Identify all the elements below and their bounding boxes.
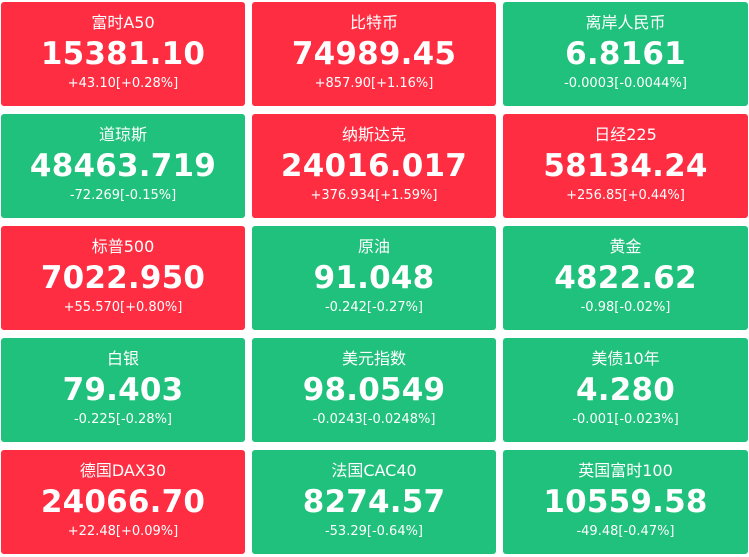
quote-tile-offshore-rmb[interactable]: 离岸人民币 6.8161 -0.0003[-0.0044%] xyxy=(503,2,748,106)
quote-change: -0.98[-0.02%] xyxy=(580,300,671,315)
quote-name: 富时A50 xyxy=(91,13,155,32)
quote-name: 美债10年 xyxy=(591,349,660,368)
quote-price: 48463.719 xyxy=(29,148,217,184)
quote-price: 24066.70 xyxy=(40,484,206,520)
quote-tile-dow-jones[interactable]: 道琼斯 48463.719 -72.269[-0.15%] xyxy=(1,114,245,218)
quote-tile-ftse-a50[interactable]: 富时A50 15381.10 +43.10[+0.28%] xyxy=(1,2,245,106)
quote-price: 7022.950 xyxy=(40,260,206,296)
quote-tile-nikkei-225[interactable]: 日经225 58134.24 +256.85[+0.44%] xyxy=(503,114,748,218)
quote-change: -0.225[-0.28%] xyxy=(73,412,173,427)
quote-name: 英国富时100 xyxy=(578,461,673,480)
quote-tile-nasdaq[interactable]: 纳斯达克 24016.017 +376.934[+1.59%] xyxy=(252,114,496,218)
quote-name: 原油 xyxy=(357,237,390,256)
quote-change: +256.85[+0.44%] xyxy=(566,188,685,203)
quote-change: +43.10[+0.28%] xyxy=(67,76,179,91)
quote-change: -53.29[-0.64%] xyxy=(324,524,424,539)
quote-name: 白银 xyxy=(106,349,139,368)
quote-change: +376.934[+1.59%] xyxy=(310,188,438,203)
quote-tile-cac-40[interactable]: 法国CAC40 8274.57 -53.29[-0.64%] xyxy=(252,450,496,554)
quote-price: 10559.58 xyxy=(543,484,708,520)
quote-price: 79.403 xyxy=(62,372,184,408)
quote-name: 比特币 xyxy=(349,13,398,32)
quote-change: +857.90[+1.16%] xyxy=(314,76,434,91)
quote-tile-crude-oil[interactable]: 原油 91.048 -0.242[-0.27%] xyxy=(252,226,496,330)
quote-price: 24016.017 xyxy=(280,148,468,184)
quote-tile-dax-30[interactable]: 德国DAX30 24066.70 +22.48[+0.09%] xyxy=(1,450,245,554)
quote-price: 15381.10 xyxy=(40,36,206,72)
quote-price: 74989.45 xyxy=(291,36,457,72)
quote-name: 美元指数 xyxy=(341,349,406,368)
quote-change: +55.570[+0.80%] xyxy=(63,300,183,315)
quote-price: 58134.24 xyxy=(543,148,708,184)
quote-change: -0.0243[-0.0248%] xyxy=(312,412,436,427)
quote-name: 德国DAX30 xyxy=(79,461,167,480)
quote-change: -72.269[-0.15%] xyxy=(69,188,177,203)
quote-tile-ftse-100[interactable]: 英国富时100 10559.58 -49.48[-0.47%] xyxy=(503,450,748,554)
quote-price: 4.280 xyxy=(575,372,676,408)
quote-price: 91.048 xyxy=(313,260,435,296)
quote-tile-sp-500[interactable]: 标普500 7022.950 +55.570[+0.80%] xyxy=(1,226,245,330)
quote-price: 8274.57 xyxy=(302,484,446,520)
quote-name: 日经225 xyxy=(594,125,657,144)
quote-tile-bitcoin[interactable]: 比特币 74989.45 +857.90[+1.16%] xyxy=(252,2,496,106)
quote-tile-gold[interactable]: 黄金 4822.62 -0.98[-0.02%] xyxy=(503,226,748,330)
quote-name: 纳斯达克 xyxy=(341,125,406,144)
quote-name: 黄金 xyxy=(609,237,642,256)
quote-price: 6.8161 xyxy=(565,36,686,72)
quote-change: -0.001[-0.023%] xyxy=(572,412,679,427)
quote-price: 4822.62 xyxy=(554,260,697,296)
quote-name: 标普500 xyxy=(91,237,155,256)
quote-name: 离岸人民币 xyxy=(585,13,666,32)
quote-tile-dollar-index[interactable]: 美元指数 98.0549 -0.0243[-0.0248%] xyxy=(252,338,496,442)
quote-tile-silver[interactable]: 白银 79.403 -0.225[-0.28%] xyxy=(1,338,245,442)
quote-change: -49.48[-0.47%] xyxy=(576,524,675,539)
quote-change: -0.0003[-0.0044%] xyxy=(564,76,687,91)
quote-name: 法国CAC40 xyxy=(331,461,417,480)
quote-tile-us-10y-treasury[interactable]: 美债10年 4.280 -0.001[-0.023%] xyxy=(503,338,748,442)
quote-change: -0.242[-0.27%] xyxy=(324,300,424,315)
quote-change: +22.48[+0.09%] xyxy=(67,524,179,539)
quote-name: 道琼斯 xyxy=(98,125,147,144)
quote-price: 98.0549 xyxy=(302,372,446,408)
